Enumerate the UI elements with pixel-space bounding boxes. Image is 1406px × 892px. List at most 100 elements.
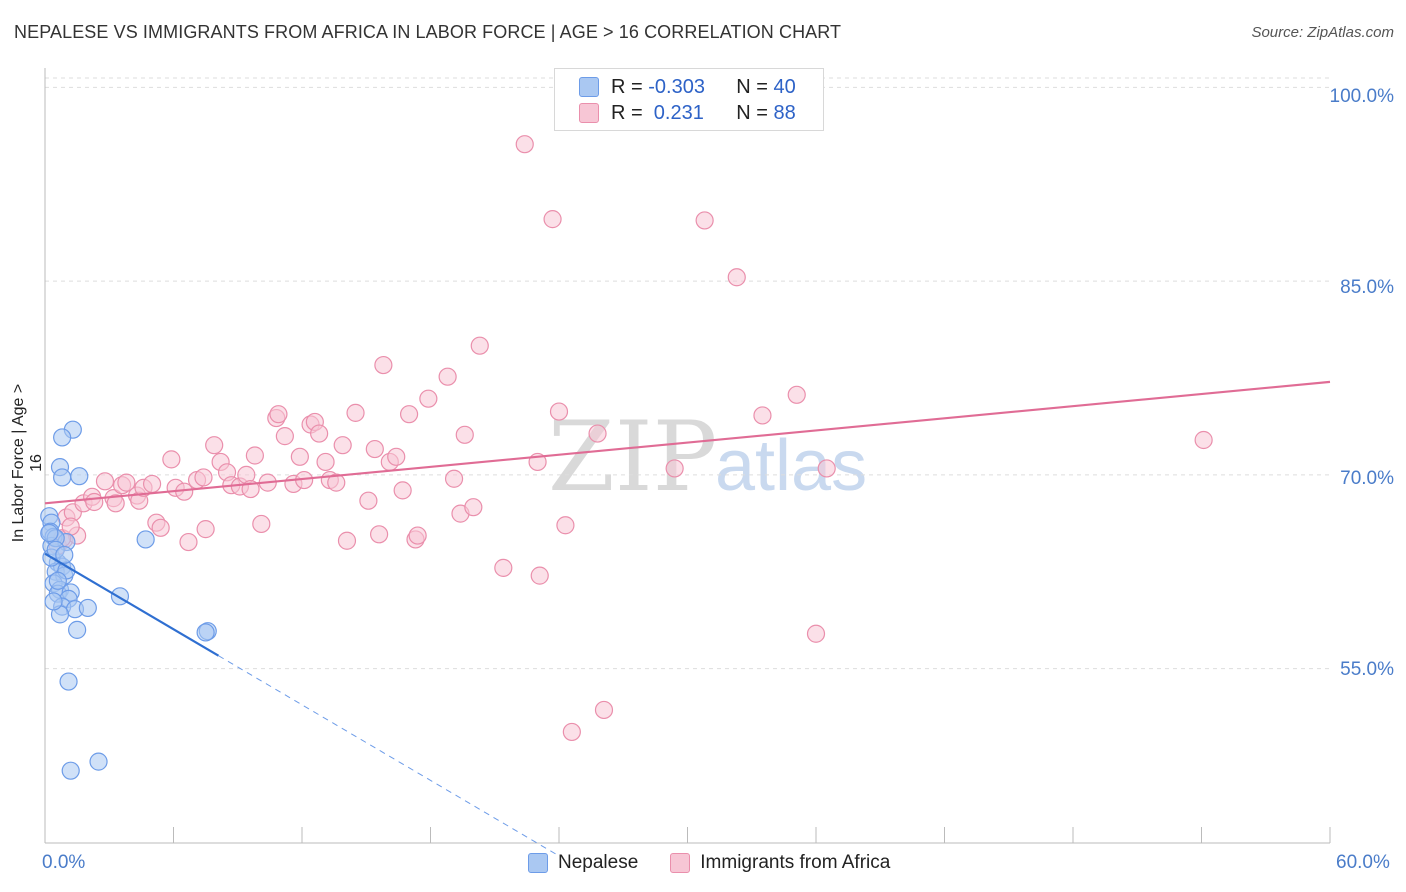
immigrants-point	[470, 336, 489, 355]
bottom-legend-label-immigrants: Immigrants from Africa	[700, 852, 891, 873]
nepalese-point	[196, 623, 215, 642]
bottom-legend-swatch-immigrants	[670, 853, 691, 873]
immigrants-point	[359, 491, 378, 510]
immigrants-point	[419, 389, 438, 408]
immigrants-point	[455, 425, 474, 444]
immigrants-point	[464, 498, 483, 517]
immigrants-point	[787, 385, 806, 404]
immigrants-point	[95, 472, 115, 491]
immigrants-point	[543, 210, 562, 229]
immigrants-point	[515, 135, 534, 154]
bottom-legend-swatch-nepalese	[528, 853, 548, 873]
immigrants-point	[205, 436, 224, 455]
immigrants-point	[252, 514, 271, 534]
immigrants-point	[316, 452, 335, 472]
immigrants-point	[399, 405, 419, 424]
y-tick-label: 85.0%	[1340, 277, 1394, 298]
legend-row-nepalese: R = -0.303 N = 40	[579, 75, 796, 99]
legend-n-label: N =	[736, 101, 774, 124]
immigrants-point	[665, 459, 684, 478]
immigrants-point	[162, 450, 181, 469]
watermark-atlas: atlas	[715, 426, 867, 506]
y-tick-label: 100.0%	[1329, 86, 1394, 107]
immigrants-point	[753, 406, 772, 425]
immigrants-point	[494, 558, 513, 577]
immigrants-point	[85, 492, 104, 512]
nepalese-point	[48, 571, 67, 590]
watermark-zip: ZIP	[548, 401, 717, 513]
immigrants-point	[817, 459, 836, 478]
immigrants-point	[393, 481, 412, 500]
immigrants-point	[549, 402, 569, 421]
nepalese-point	[53, 428, 72, 447]
legend-r-value: 0.231	[648, 101, 704, 124]
immigrants-point	[438, 367, 457, 386]
bottom-legend-item-immigrants: Immigrants from Africa	[670, 852, 890, 874]
y-tick-label: 55.0%	[1340, 659, 1394, 680]
immigrants-point	[327, 473, 346, 492]
immigrants-point	[562, 722, 581, 742]
legend-row-immigrants: R = 0.231 N = 88	[579, 101, 796, 125]
immigrants-point	[346, 403, 365, 422]
legend-r-label: R =	[611, 75, 649, 98]
x-tick-label: 0.0%	[42, 852, 86, 873]
immigrants-point	[365, 439, 384, 459]
immigrants-point	[1194, 430, 1213, 450]
grid	[45, 77, 1330, 670]
immigrants-point	[245, 446, 264, 465]
legend-n-label: N =	[736, 75, 774, 98]
immigrants-point	[588, 424, 607, 443]
series-nepalese-points	[40, 420, 217, 780]
immigrants-point	[151, 518, 170, 537]
immigrants-point	[530, 566, 549, 585]
legend-n-value: 88	[773, 101, 796, 124]
legend-swatch-immigrants	[579, 103, 599, 123]
legend-r-label: R =	[611, 101, 649, 124]
immigrants-point	[275, 427, 294, 446]
nepalese-point	[59, 672, 78, 691]
x-tick-label: 60.0%	[1336, 852, 1390, 873]
immigrants-point	[196, 520, 215, 539]
nepalese-point	[70, 467, 89, 486]
chart-title: NEPALESE VS IMMIGRANTS FROM AFRICA IN LA…	[14, 22, 842, 42]
immigrants-point	[333, 436, 352, 455]
legend-swatch-nepalese	[579, 77, 599, 97]
immigrants-point	[408, 526, 427, 545]
nepalese-point	[78, 598, 97, 618]
immigrants-point	[269, 405, 288, 424]
nepalese-point	[61, 761, 80, 780]
nepalese-trend-line	[44, 552, 220, 657]
immigrants-point	[179, 532, 198, 552]
nepalese-point	[44, 592, 63, 611]
immigrants-point	[370, 525, 389, 544]
nepalese-point	[68, 620, 87, 639]
legend-n-value: 40	[773, 75, 796, 98]
nepalese-point	[89, 752, 108, 771]
immigrants-point	[594, 700, 614, 720]
bottom-legend: Nepalese Immigrants from Africa	[528, 852, 922, 874]
immigrants-trend-line	[44, 380, 1331, 505]
immigrants-point	[106, 494, 125, 513]
nepalese-trend-extension	[218, 655, 560, 857]
immigrants-point	[806, 624, 826, 643]
immigrants-point	[695, 211, 714, 230]
immigrants-point	[556, 516, 575, 535]
bottom-legend-item-nepalese: Nepalese	[528, 852, 638, 874]
nepalese-point	[53, 468, 72, 487]
immigrants-point	[374, 355, 393, 375]
nepalese-point	[136, 530, 155, 549]
nepalese-point	[40, 523, 59, 543]
immigrants-point	[194, 468, 213, 487]
immigrants-point	[337, 531, 357, 550]
source-label: Source: ZipAtlas.com	[1251, 24, 1394, 41]
immigrants-point	[61, 517, 80, 536]
immigrants-point	[117, 473, 136, 492]
axes	[44, 68, 1331, 844]
trend-lines	[44, 380, 1331, 857]
nepalese-point	[55, 545, 74, 565]
immigrants-point	[310, 424, 329, 443]
immigrants-point	[387, 447, 406, 466]
y-tick-label: 70.0%	[1340, 468, 1394, 489]
immigrants-point	[142, 474, 162, 494]
